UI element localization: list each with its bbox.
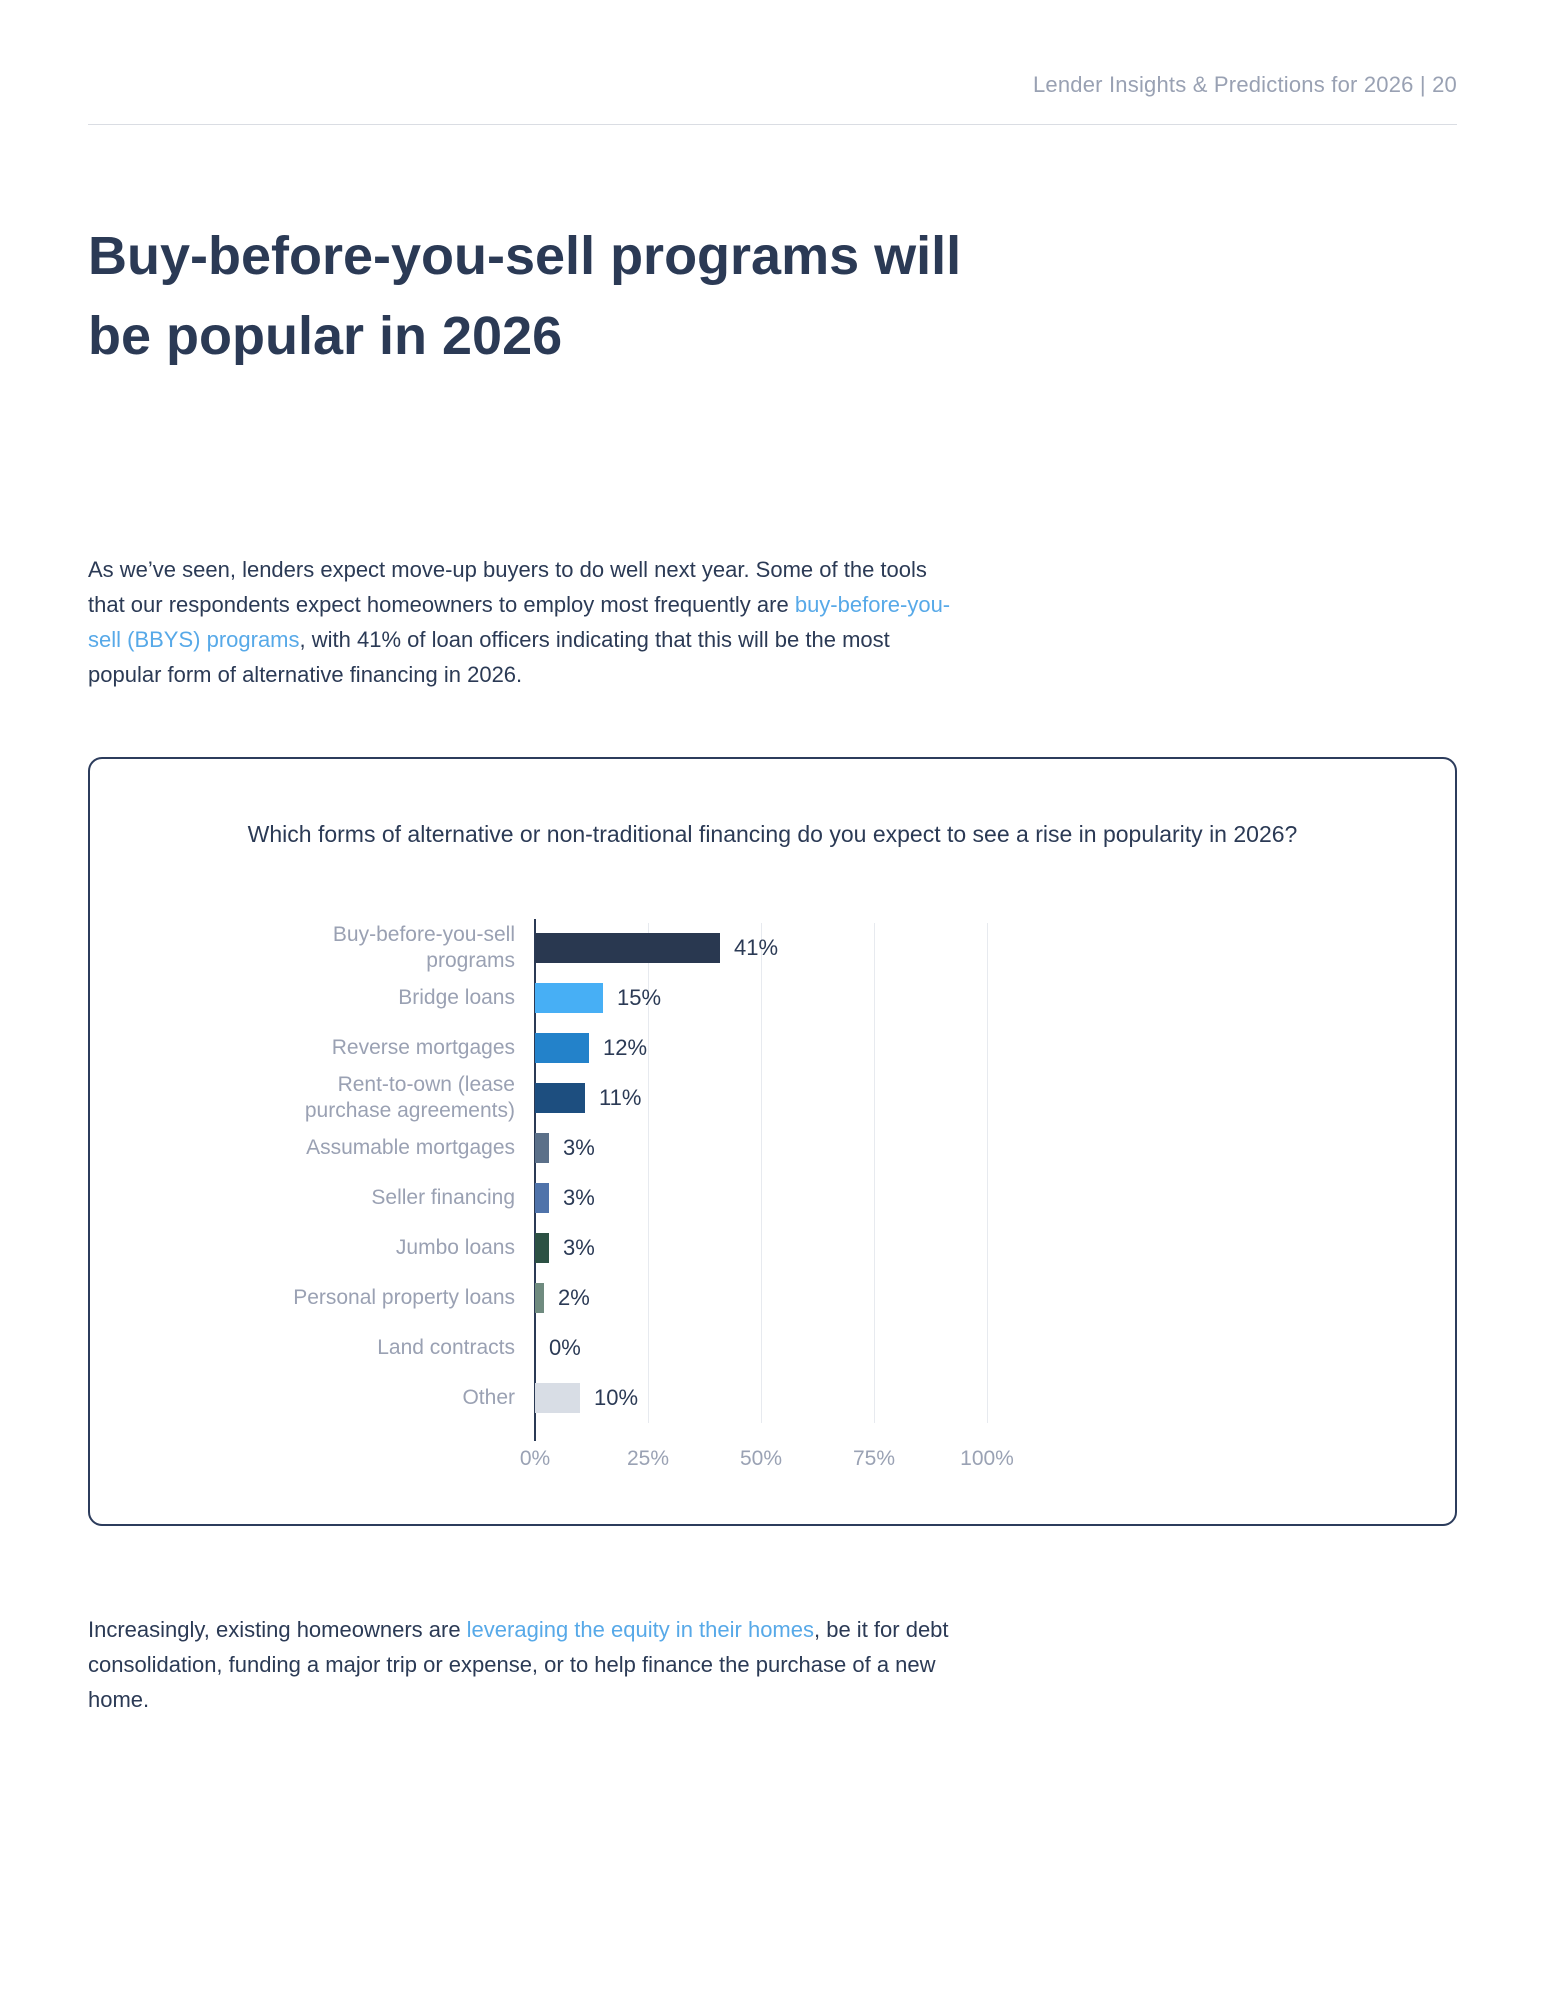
chart-row: Assumable mortgages 3% (90, 1123, 1455, 1173)
closing-paragraph: Increasingly, existing homeowners are le… (88, 1612, 958, 1717)
value-label: 11% (599, 1084, 642, 1110)
category-label-text: Assumable mortgages (306, 1135, 515, 1159)
chart-row: Seller financing 3% (90, 1173, 1455, 1223)
bar (535, 1082, 585, 1113)
bar-track: 10% (535, 1373, 638, 1423)
category-label: Bridge loans (90, 985, 535, 1011)
bar (535, 982, 603, 1013)
chart-title: Which forms of alternative or non-tradit… (247, 820, 1298, 847)
category-label-text: Other (462, 1385, 515, 1409)
bar (535, 1182, 549, 1213)
category-label-text: Land contracts (377, 1335, 515, 1359)
bar-chart: Buy-before-you-sell programs 41% Bridge lo… (90, 918, 1455, 1473)
x-axis: 0% 25% 50% 75% 100% (520, 1446, 1014, 1473)
bar (535, 1232, 549, 1263)
value-label: 3% (563, 1234, 595, 1260)
page-title: Buy-before-you-sell programs will be popu… (88, 217, 1457, 377)
category-label: Rent-to-own (lease purchase agreements) (90, 1072, 535, 1125)
chart-row: Reverse mortgages 12% (90, 1023, 1455, 1073)
category-label-text: Seller financing (371, 1185, 515, 1209)
bar (535, 1132, 549, 1163)
value-label: 15% (617, 984, 662, 1010)
bar-track: 3% (535, 1123, 595, 1173)
intro-paragraph: As we’ve seen, lenders expect move-up bu… (88, 552, 958, 692)
bar-track: 15% (535, 973, 661, 1023)
category-label-text: Jumbo loans (395, 1235, 515, 1259)
category-label: Reverse mortgages (90, 1035, 535, 1061)
chart-row: Bridge loans 15% (90, 973, 1455, 1023)
category-label: Assumable mortgages (90, 1135, 535, 1161)
category-label-text: Rent-to-own (lease purchase agreements) (304, 1072, 515, 1122)
x-tick-label: 75% (852, 1446, 896, 1470)
header-divider (88, 124, 1457, 125)
page-title-line2: be popular in 2026 (88, 305, 563, 366)
bar-track: 3% (535, 1173, 595, 1223)
bar (535, 1032, 589, 1063)
bar-track: 11% (535, 1073, 641, 1123)
category-label-text: Buy-before-you-sell programs (332, 922, 515, 972)
intro-text-pre: As we’ve seen, lenders expect move-up bu… (88, 556, 927, 617)
value-label: 2% (558, 1284, 590, 1310)
bar-track: 12% (535, 1023, 647, 1073)
bar-track: 3% (535, 1223, 595, 1273)
bbys-programs-link[interactable]: buy-before-you-sell (BBYS) programs (88, 591, 951, 652)
category-label: Personal property loans (90, 1285, 535, 1311)
x-tick-label: 50% (739, 1446, 783, 1470)
intro-text-post: , with 41% of loan officers indicating t… (88, 626, 890, 687)
bar-track: 0% (535, 1323, 581, 1373)
category-label: Land contracts (90, 1335, 535, 1361)
category-label: Other (90, 1385, 535, 1411)
bar-track: 41% (535, 923, 778, 973)
chart-row: Personal property loans 2% (90, 1273, 1455, 1323)
closing-text-post: , be it for debt consolidation, funding … (88, 1616, 949, 1712)
page-header: Lender Insights & Predictions for 2026 |… (1032, 72, 1457, 97)
value-label: 10% (594, 1384, 639, 1410)
home-equity-link[interactable]: leveraging the equity in their homes (466, 1616, 814, 1642)
chart-rows: Buy-before-you-sell programs 41% Bridge lo… (90, 923, 1455, 1423)
category-label: Seller financing (90, 1185, 535, 1211)
bar (535, 932, 720, 963)
chart-row: Land contracts 0% (90, 1323, 1455, 1373)
x-tick-label: 0% (519, 1446, 551, 1470)
page-title-line1: Buy-before-you-sell programs will (88, 226, 962, 286)
closing-text-pre: Increasingly, existing homeowners are (88, 1616, 467, 1642)
value-label: 3% (563, 1134, 595, 1160)
chart-row: Jumbo loans 3% (90, 1223, 1455, 1273)
category-label-text: Personal property loans (293, 1285, 515, 1309)
category-label-text: Bridge loans (398, 985, 515, 1009)
report-page: Lender Insights & Predictions for 2026 |… (88, 72, 1457, 1717)
chart-card: Which forms of alternative or non-tradit… (88, 756, 1457, 1526)
category-label: Buy-before-you-sell programs (90, 922, 535, 975)
value-label: 0% (549, 1334, 581, 1360)
x-tick-label: 25% (626, 1446, 670, 1470)
value-label: 12% (603, 1034, 648, 1060)
chart-row: Buy-before-you-sell programs 41% (90, 923, 1455, 973)
value-label: 3% (563, 1184, 595, 1210)
bar (535, 1382, 580, 1413)
bar (535, 1282, 544, 1313)
x-tick-label: 100% (960, 1446, 1014, 1470)
category-label-text: Reverse mortgages (331, 1035, 515, 1059)
chart-row: Rent-to-own (lease purchase agreements) 1… (90, 1073, 1455, 1123)
category-label: Jumbo loans (90, 1235, 535, 1261)
value-label: 41% (734, 934, 779, 960)
bar-track: 2% (535, 1273, 590, 1323)
chart-row: Other 10% (90, 1373, 1455, 1423)
